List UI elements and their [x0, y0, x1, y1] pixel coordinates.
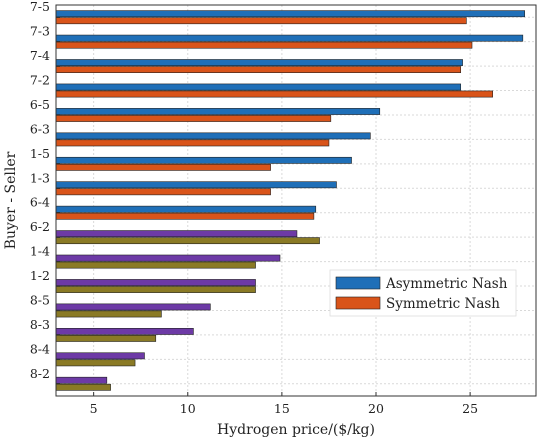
bar-symmetric-6-2	[55, 237, 320, 245]
y-tick-label: 6-4	[30, 195, 50, 210]
bar-asymmetric-7-3	[55, 34, 524, 42]
bar-asymmetric-8-2	[55, 376, 108, 384]
plot-frame	[55, 4, 537, 397]
y-tick-label: 1-5	[30, 146, 50, 161]
bar-symmetric-7-3	[55, 41, 473, 49]
legend: Asymmetric Nash Symmetric Nash	[329, 269, 517, 317]
bar-symmetric-6-3	[55, 139, 330, 147]
bar-asymmetric-1-3	[55, 181, 337, 189]
bar-symmetric-7-2	[55, 90, 494, 98]
y-tick-label: 6-3	[30, 121, 50, 136]
bar-asymmetric-1-4	[55, 254, 281, 262]
legend-swatch-symmetric	[335, 296, 381, 310]
bar-asymmetric-6-2	[55, 230, 298, 238]
x-axis-title: Hydrogen price/($/kg)	[217, 422, 375, 438]
legend-label-symmetric: Symmetric Nash	[386, 296, 500, 312]
bar-symmetric-1-3	[55, 188, 271, 196]
y-tick-label: 7-5	[30, 0, 50, 14]
y-tick-label: 8-4	[30, 341, 50, 356]
legend-swatch-asymmetric	[335, 276, 381, 290]
bar-asymmetric-8-3	[55, 328, 194, 335]
bar-symmetric-1-2	[55, 286, 256, 293]
bar-asymmetric-1-2	[55, 279, 256, 286]
bar-asymmetric-8-5	[55, 303, 211, 311]
y-axis-ticks: 7-5 7-3 7-4 7-2 6-5 6-3 1-5 1-3 6-4 6-2 1-4 1-2 8-5 8…	[30, 0, 60, 385]
bar-asymmetric-6-4	[55, 205, 317, 213]
bar-symmetric-8-4	[55, 359, 136, 367]
x-tick-label: 10	[180, 401, 196, 416]
x-tick-label: 15	[274, 401, 290, 416]
bar-asymmetric-6-3	[55, 132, 371, 140]
y-tick-label: 8-3	[30, 317, 50, 332]
bar-symmetric-8-5	[55, 310, 162, 318]
x-axis-ticks: 5 10 15 20 25	[90, 392, 478, 416]
y-tick-label: 7-4	[30, 48, 50, 63]
bar-symmetric-1-4	[55, 261, 256, 269]
y-tick-label: 7-2	[30, 73, 50, 88]
y-tick-label: 8-5	[30, 292, 50, 307]
bar-symmetric-1-5	[55, 163, 271, 171]
y-tick-label: 1-4	[30, 244, 50, 259]
y-axis-title: Buyer - Seller	[3, 151, 19, 249]
bar-symmetric-8-3	[55, 335, 157, 342]
bar-symmetric-7-5	[55, 17, 467, 25]
bar-symmetric-8-2	[55, 383, 111, 391]
y-tick-label: 7-3	[30, 24, 50, 39]
bar-asymmetric-7-5	[55, 10, 526, 18]
y-tick-label: 6-2	[30, 219, 50, 234]
bar-symmetric-7-4	[55, 66, 462, 73]
bar-symmetric-6-4	[55, 212, 315, 220]
bar-asymmetric-1-5	[55, 156, 352, 164]
y-tick-label: 6-5	[30, 97, 50, 112]
bar-asymmetric-7-2	[55, 83, 462, 91]
x-tick-label: 5	[90, 401, 98, 416]
grid-lines	[56, 5, 536, 396]
y-tick-label: 8-2	[30, 366, 50, 381]
y-tick-label: 1-3	[30, 170, 50, 185]
x-tick-label: 25	[462, 401, 478, 416]
x-tick-label: 20	[368, 401, 384, 416]
y-tick-label: 1-2	[30, 268, 50, 283]
legend-label-asymmetric: Asymmetric Nash	[385, 276, 508, 292]
bar-asymmetric-6-5	[55, 108, 381, 115]
bar-asymmetric-8-4	[55, 352, 145, 360]
bar-asymmetric-7-4	[55, 59, 463, 66]
bar-symmetric-6-5	[55, 115, 332, 122]
bars	[55, 10, 526, 391]
